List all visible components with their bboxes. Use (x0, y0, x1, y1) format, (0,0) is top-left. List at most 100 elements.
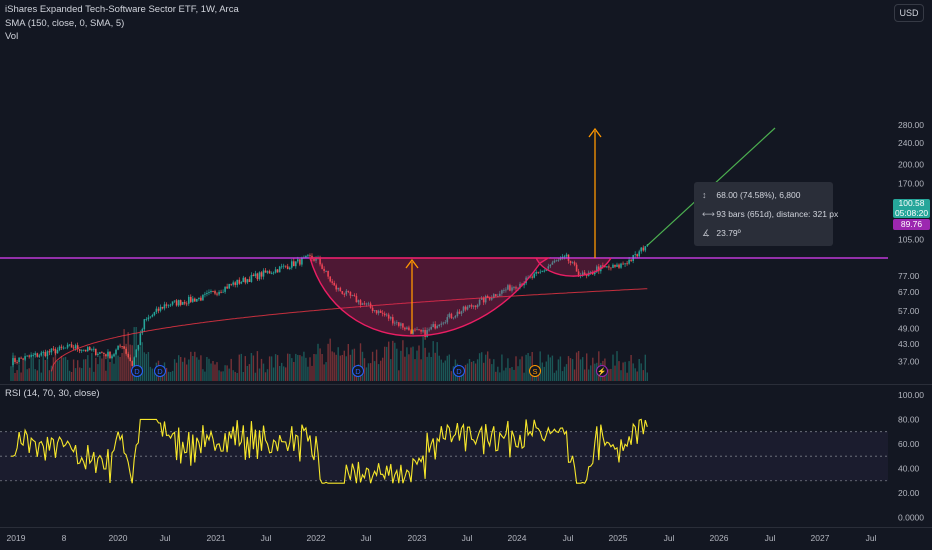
candle-body (14, 358, 16, 362)
rsi-legend[interactable]: RSI (14, 70, 30, close) (5, 388, 100, 399)
candle-body (256, 273, 259, 280)
candle-body (355, 296, 358, 303)
volume-bar (333, 352, 335, 381)
candle-body (537, 271, 539, 273)
candle-body (161, 306, 164, 309)
volume-bar (42, 355, 44, 381)
volume-bar (137, 346, 139, 381)
volume-bar (418, 345, 420, 381)
volume-bar (252, 355, 255, 381)
volume-bar (10, 366, 12, 381)
candle-body (365, 303, 368, 305)
volume-bar (52, 357, 55, 381)
volume-bar (579, 359, 582, 381)
candle-body (131, 361, 133, 366)
candle-body (200, 297, 202, 301)
candle-body (569, 260, 572, 263)
volume-bar (125, 343, 127, 381)
time-axis-label: Jul (866, 533, 877, 543)
candle-body (626, 263, 628, 265)
candle-body (476, 304, 479, 308)
event-marker (453, 365, 465, 377)
volume-bar (38, 359, 40, 381)
time-axis-label: Jul (462, 533, 473, 543)
candle-body (232, 282, 234, 285)
candle-body (414, 329, 416, 331)
candle-body (48, 351, 51, 353)
candle-body (563, 256, 566, 258)
candle-body (432, 324, 434, 327)
candle-body (139, 333, 142, 346)
candle-body (412, 329, 414, 335)
volume-bar (630, 355, 632, 381)
volume-bar (141, 342, 143, 381)
volume-bar (119, 357, 121, 381)
volume-bar (588, 369, 590, 381)
candle-body (377, 310, 380, 314)
candle-body (159, 306, 162, 311)
volume-bar (466, 363, 469, 381)
cup-pattern (309, 257, 551, 337)
candle-body (202, 294, 204, 301)
candle-body (646, 244, 649, 247)
volume-bar (297, 355, 299, 381)
volume-legend[interactable]: Vol (5, 31, 19, 42)
volume-bar (523, 372, 525, 381)
candle-body (581, 272, 584, 276)
candle-body (206, 293, 208, 294)
volume-bar (270, 356, 273, 381)
sma-legend[interactable]: SMA (150, close, 0, SMA, 5) (5, 18, 125, 29)
candle-body (448, 313, 451, 318)
candle-body (371, 307, 374, 311)
candle-body (190, 296, 192, 302)
volume-bar (139, 346, 141, 381)
candle-body (440, 323, 443, 325)
candle-body (188, 296, 190, 304)
candle-body (72, 347, 75, 349)
candle-body (428, 329, 430, 331)
candle-body (179, 300, 182, 305)
candle-body (620, 263, 622, 268)
candle-body (52, 348, 55, 350)
volume-bar (426, 356, 428, 381)
volume-bar (285, 367, 287, 381)
volume-bar (24, 353, 26, 381)
price-axis-label: 49.00 (898, 324, 920, 334)
volume-bar (165, 368, 168, 381)
currency-button[interactable]: USD (894, 4, 924, 22)
candle-body (610, 267, 612, 269)
volume-bar (95, 357, 97, 381)
candle-body (250, 274, 253, 282)
volume-bar (79, 367, 81, 381)
candle-body (68, 344, 71, 346)
volume-bar (549, 357, 551, 381)
time-axis-label: 2019 (7, 533, 26, 543)
rsi-axis-label: 20.00 (898, 488, 920, 498)
candle-body (295, 261, 297, 267)
volume-bar (412, 346, 414, 381)
angle-icon: ∡ (702, 228, 711, 238)
volume-bar (519, 359, 521, 381)
candle-body (474, 305, 477, 308)
candle-body (289, 267, 291, 269)
volume-bar (145, 353, 147, 381)
candle-body (278, 266, 281, 273)
time-axis-label: Jul (261, 533, 272, 543)
candle-body (125, 348, 127, 354)
candle-body (62, 347, 65, 349)
volume-bar (248, 364, 251, 381)
price-axis-label: 170.00 (898, 178, 924, 188)
bar-range-icon: ⟷ (702, 209, 715, 219)
candle-body (286, 266, 289, 269)
volume-bar (618, 361, 620, 381)
volume-bar (151, 368, 154, 381)
volume-bar (319, 348, 321, 381)
volume-bar (363, 358, 366, 381)
candle-body (571, 262, 574, 264)
volume-bar (301, 356, 303, 381)
candle-body (379, 310, 382, 313)
rsi-line (11, 418, 648, 484)
volume-bar (400, 350, 402, 381)
